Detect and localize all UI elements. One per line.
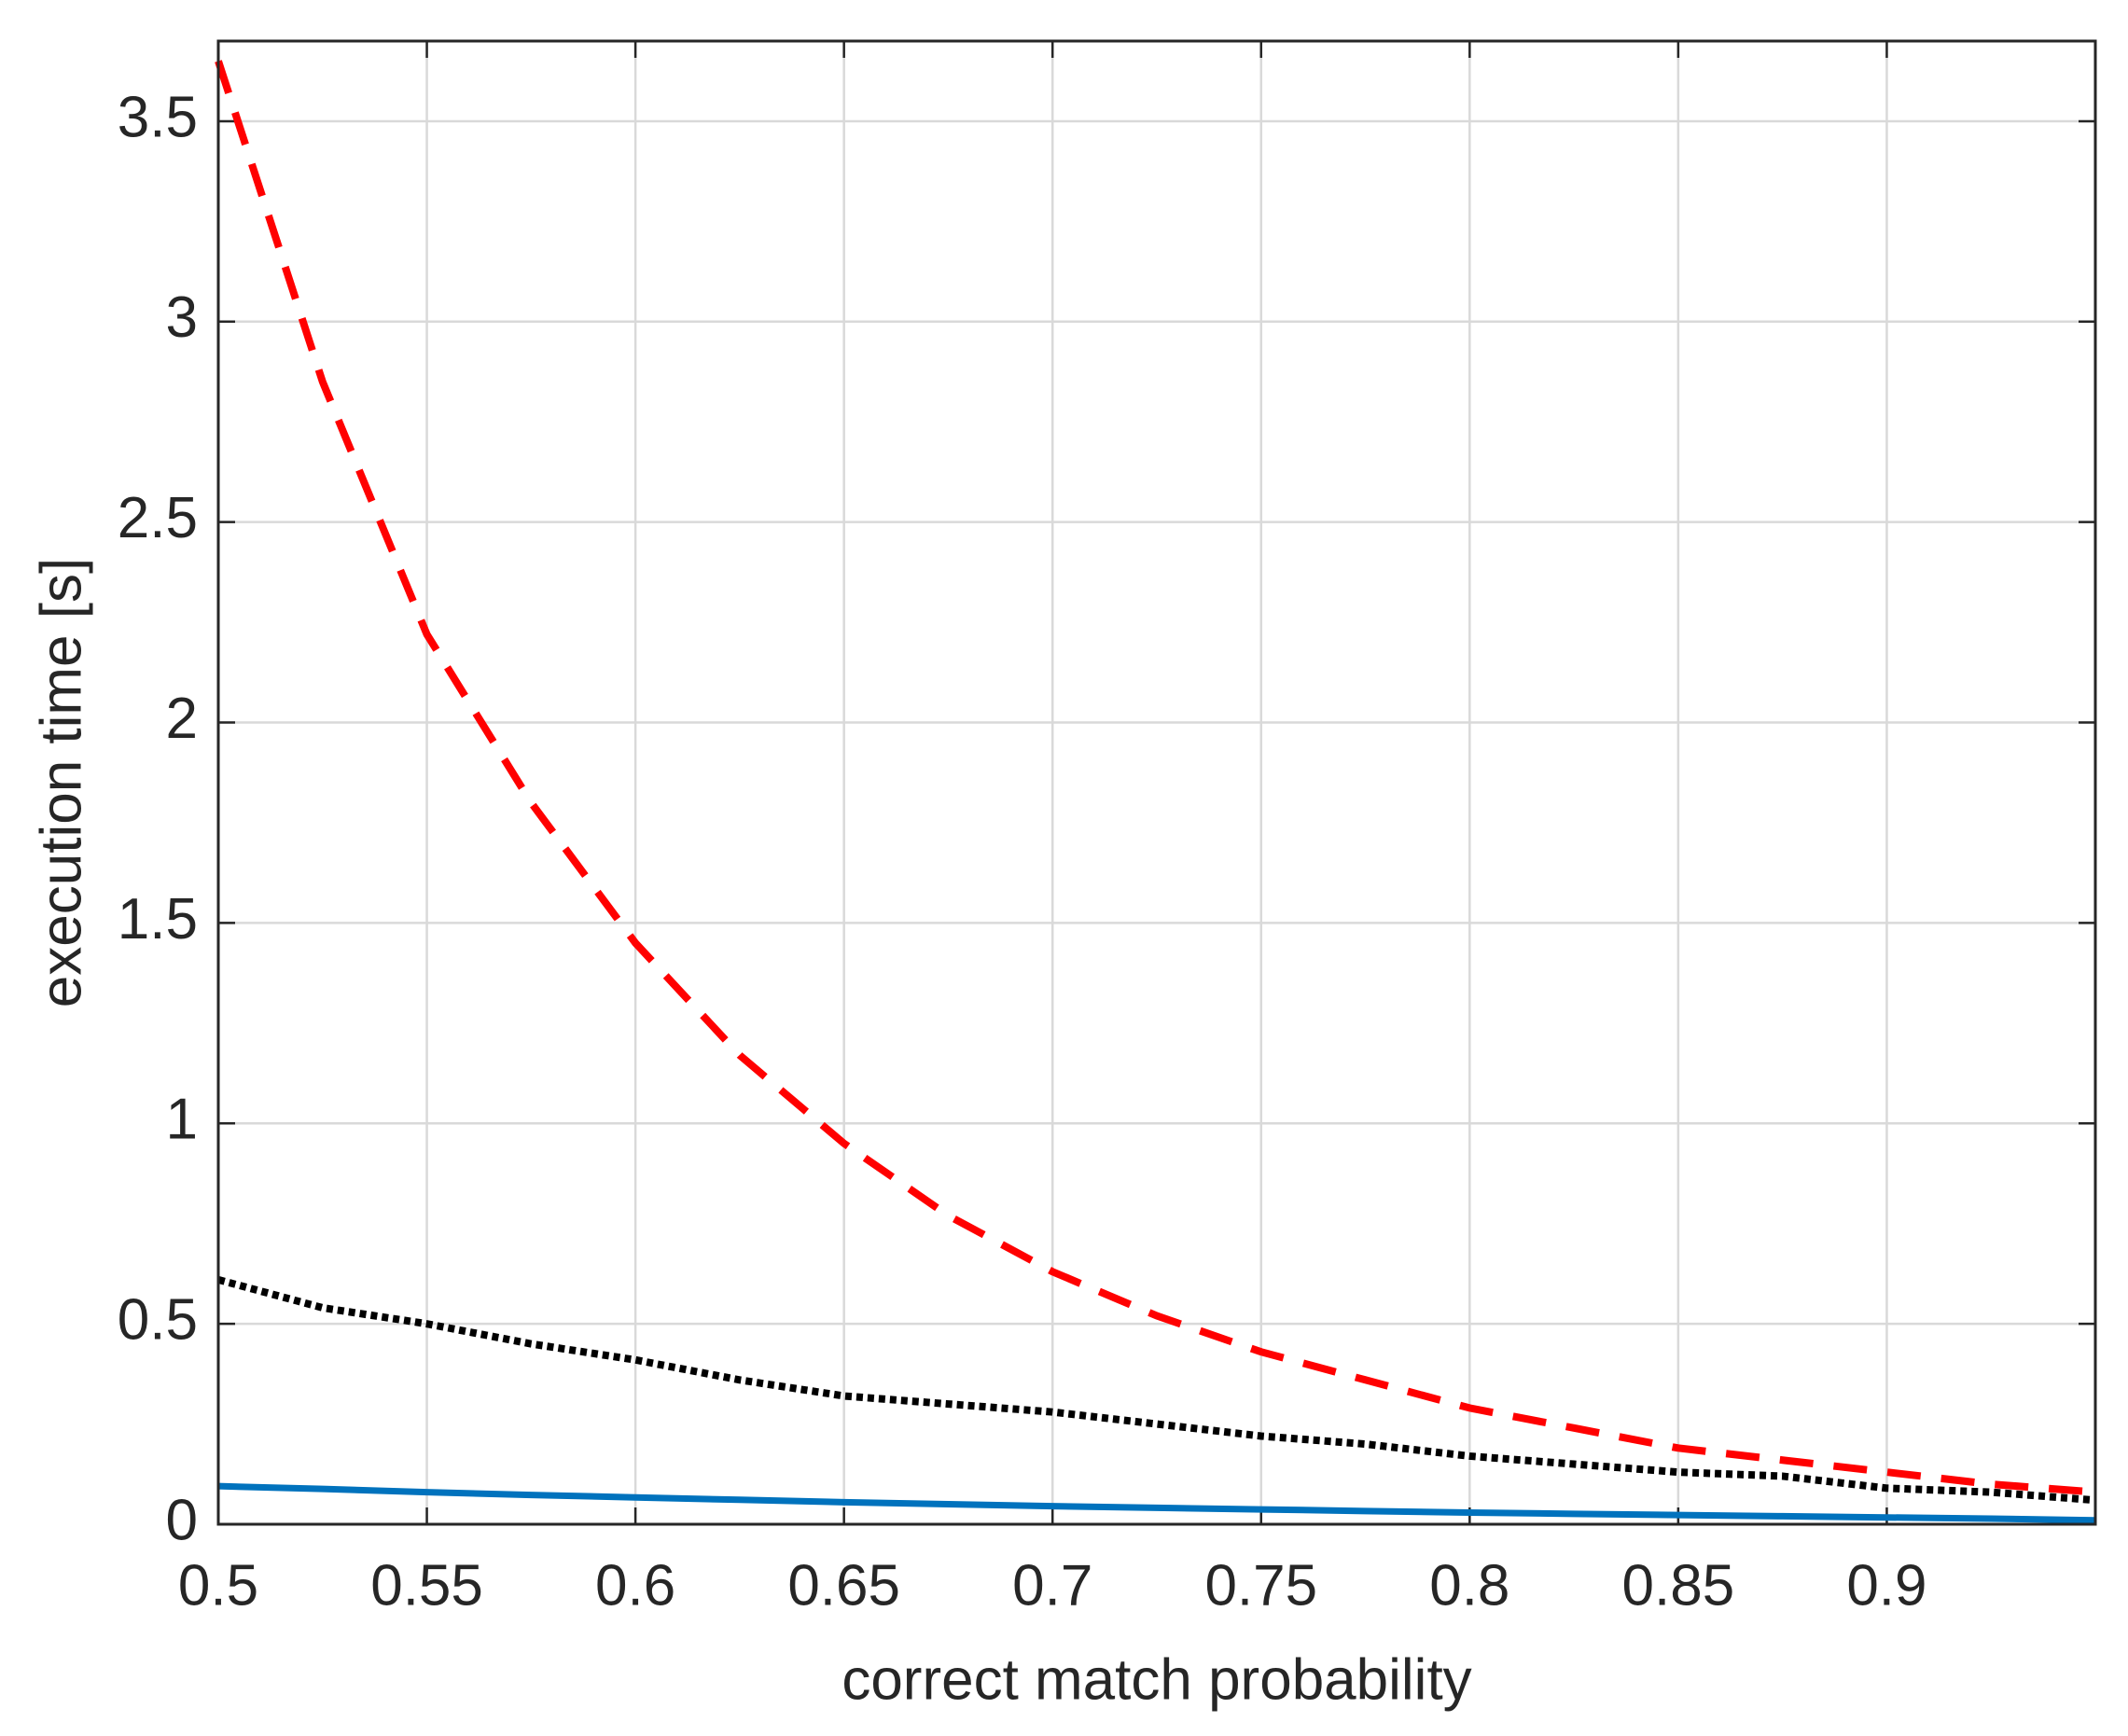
y-tick-label: 0.5: [118, 1288, 198, 1353]
x-tick-label: 0.7: [1012, 1553, 1092, 1618]
y-tick-label: 3.5: [118, 85, 198, 149]
x-tick-label: 0.65: [787, 1553, 900, 1618]
x-tick-label: 0.6: [595, 1553, 675, 1618]
y-tick-label: 1.5: [118, 887, 198, 951]
x-tick-label: 0.5: [178, 1553, 258, 1618]
y-axis-label: execution time [s]: [29, 558, 93, 1007]
x-tick-label: 0.75: [1204, 1553, 1317, 1618]
x-tick-label: 0.9: [1846, 1553, 1926, 1618]
x-tick-label: 0.85: [1622, 1553, 1735, 1618]
y-tick-label: 3: [166, 285, 198, 350]
x-tick-label: 0.8: [1429, 1553, 1509, 1618]
y-tick-label: 2.5: [118, 486, 198, 550]
data-line: [215, 60, 2096, 1496]
y-tick-label: 0: [166, 1488, 198, 1552]
x-axis-label: correct match probability: [841, 1647, 1471, 1712]
data-line: [217, 1482, 2096, 1524]
data-line: [216, 1275, 2096, 1505]
y-tick-label: 1: [166, 1088, 198, 1152]
plot-frame: [216, 39, 2097, 1526]
y-tick-label: 2: [166, 687, 198, 751]
x-tick-label: 0.55: [370, 1553, 483, 1618]
